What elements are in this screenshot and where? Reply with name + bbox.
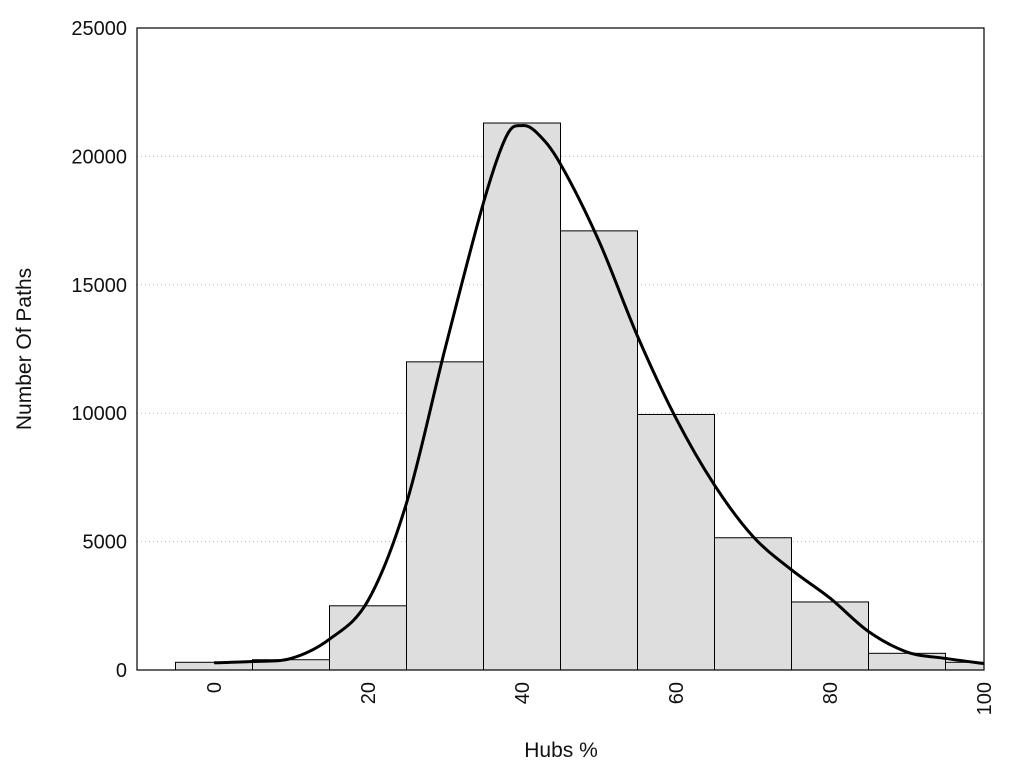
x-tick-label: 60	[666, 682, 688, 704]
histogram-bar	[406, 361, 484, 671]
y-tick-label: 15000	[71, 275, 127, 297]
histogram-bar	[637, 413, 715, 671]
x-tick-label: 80	[820, 682, 842, 704]
histogram-bar	[329, 605, 407, 671]
x-tick-labels: 0 20 40 60 80 100	[204, 682, 996, 715]
histogram-bar	[714, 537, 792, 671]
y-tick-label: 10000	[71, 403, 127, 425]
y-tick-labels: 0 5000 10000 15000 20000 25000	[71, 18, 127, 682]
bars-layer	[175, 122, 985, 671]
x-tick-label: 0	[204, 682, 226, 693]
y-axis-label: Number Of Paths	[13, 268, 36, 430]
plot-frame	[136, 27, 985, 671]
histogram-bar	[560, 230, 638, 671]
x-axis-label: Hubs %	[524, 739, 598, 762]
density-curve-line	[213, 124, 985, 666]
histogram-bar	[483, 122, 561, 671]
density-curve-layer	[213, 124, 985, 666]
y-tick-label: 20000	[71, 146, 127, 168]
x-tick-label: 40	[512, 682, 534, 704]
y-tick-label: 0	[116, 660, 127, 682]
x-tick-label: 20	[358, 682, 380, 704]
x-tick-label: 100	[974, 682, 996, 715]
y-tick-label: 25000	[71, 18, 127, 40]
histogram-bar	[791, 601, 869, 671]
y-tick-label: 5000	[83, 532, 128, 554]
